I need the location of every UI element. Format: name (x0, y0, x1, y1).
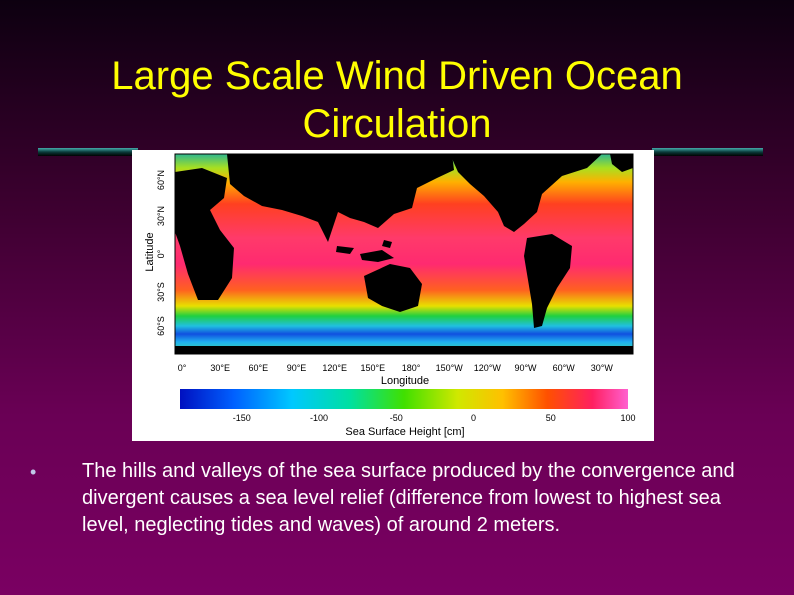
lat-tick-60s: 60°S (156, 316, 166, 336)
lat-tick-30s: 30°S (156, 282, 166, 302)
slide-title: Large Scale Wind Driven Ocean Circulatio… (40, 52, 754, 148)
lat-tick-60n: 60°N (156, 170, 166, 190)
land-north-america (450, 154, 602, 232)
bullet-text: The hills and valleys of the sea surface… (82, 460, 735, 536)
map-frame (174, 153, 634, 355)
lat-tick-30n: 30°N (156, 206, 166, 226)
lon-tick-label: 60°E (248, 363, 268, 373)
map-panel (174, 153, 634, 355)
land-indonesia (336, 240, 394, 262)
lon-tick-label: 120°E (322, 363, 347, 373)
colorbar-tick-label: 100 (620, 413, 635, 423)
lon-tick-label: 90°E (287, 363, 307, 373)
land-south-america (524, 234, 572, 328)
title-line-1: Large Scale Wind Driven Ocean (111, 54, 683, 98)
lon-tick-label: 30°E (210, 363, 230, 373)
bullet-marker: • (30, 462, 37, 482)
x-axis-label: Longitude (381, 375, 429, 387)
y-axis-label: Latitude (144, 232, 156, 271)
title-rule-left (38, 148, 138, 156)
colorbar (180, 389, 628, 409)
lat-tick-0: 0° (156, 249, 166, 258)
lon-tick-label: 150°W (436, 363, 464, 373)
title-line-2: Circulation (302, 102, 492, 146)
lon-tick-label: 90°W (514, 363, 537, 373)
lon-tick-labels: 0° 30°E 60°E 90°E 120°E 150°E 180° 150°W 120°W 90… (178, 363, 614, 373)
lon-tick-label: 150°E (360, 363, 385, 373)
lon-tick-label: 0° (178, 363, 187, 373)
title-rule-right (652, 148, 763, 156)
colorbar-tick-label: -100 (310, 413, 328, 423)
colorbar-tick-labels: -150 -100 -50 0 50 100 (233, 413, 636, 423)
lon-tick-label: 30°W (591, 363, 614, 373)
land-australia (364, 264, 422, 312)
lon-tick-label: 180° (402, 363, 421, 373)
land-africa (175, 168, 234, 300)
colorbar-tick-label: 50 (546, 413, 556, 423)
land-greenland (610, 154, 633, 172)
colorbar-tick-label: -150 (233, 413, 251, 423)
sea-surface-height-map: 60°N 30°N 0° 30°S 60°S Latitude 0° 30°E 60… (144, 153, 636, 438)
lon-tick-label: 120°W (474, 363, 502, 373)
land-antarctica (175, 346, 633, 354)
land-asia (227, 154, 454, 242)
lon-tick-label: 60°W (553, 363, 576, 373)
colorbar-tick-label: 0 (471, 413, 476, 423)
sea-surface-height-figure: 60°N 30°N 0° 30°S 60°S Latitude 0° 30°E 60… (132, 150, 654, 441)
colorbar-label: Sea Surface Height [cm] (345, 426, 464, 438)
colorbar-tick-label: -50 (390, 413, 403, 423)
